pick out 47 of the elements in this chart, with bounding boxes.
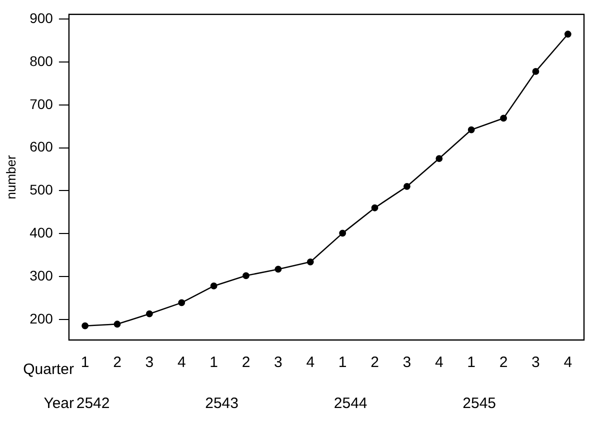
y-axis-title: number bbox=[3, 154, 18, 200]
text: 2543 bbox=[205, 395, 238, 412]
point bbox=[274, 266, 282, 273]
point bbox=[371, 204, 378, 212]
x-tick-label: 4 bbox=[564, 354, 572, 372]
point bbox=[210, 282, 218, 290]
x-tick-label: 1 bbox=[338, 354, 347, 372]
x-tick-label: 3 bbox=[145, 354, 154, 372]
point bbox=[242, 272, 250, 280]
y-tick-label: 500 bbox=[30, 182, 54, 198]
point bbox=[436, 155, 443, 162]
x-tick-label: 1 bbox=[210, 354, 218, 372]
point bbox=[339, 230, 346, 237]
y-tick-label: 200 bbox=[30, 310, 54, 326]
y-tick-label: 800 bbox=[30, 52, 54, 69]
point bbox=[404, 182, 410, 190]
x-tick-label: 2 bbox=[499, 354, 508, 372]
x-tick-label: 2 bbox=[113, 354, 122, 372]
x-tick-label: 4 bbox=[306, 354, 315, 372]
x-tick-label: 3 bbox=[402, 354, 412, 372]
x-tick-label: 2 bbox=[242, 354, 250, 372]
text: Year bbox=[44, 395, 74, 412]
y-tick-label: 700 bbox=[30, 96, 54, 112]
point bbox=[178, 299, 186, 306]
y-tick-label: 600 bbox=[30, 138, 54, 155]
x-tick-label: 4 bbox=[177, 354, 186, 372]
x-tick-label: 1 bbox=[467, 354, 476, 372]
y-tick-label: 300 bbox=[30, 267, 54, 284]
point bbox=[564, 30, 572, 38]
y-tick-label: 400 bbox=[30, 224, 54, 240]
x-tick-label: 2 bbox=[370, 354, 379, 372]
point bbox=[146, 310, 153, 318]
point bbox=[500, 114, 507, 122]
x-tick-label: 3 bbox=[532, 354, 540, 372]
text: 2544 bbox=[334, 395, 368, 412]
text: 2542 bbox=[76, 395, 110, 412]
text: Quarter bbox=[23, 361, 74, 378]
point bbox=[468, 126, 475, 134]
text: 2545 bbox=[462, 395, 496, 412]
point bbox=[114, 320, 121, 328]
x-tick-label: 1 bbox=[80, 354, 90, 372]
x-tick-label: 4 bbox=[434, 354, 444, 372]
y-tick-label: 900 bbox=[30, 10, 54, 26]
point bbox=[306, 258, 314, 266]
point bbox=[82, 322, 89, 330]
x-tick-label: 3 bbox=[274, 354, 282, 372]
point bbox=[532, 68, 540, 75]
